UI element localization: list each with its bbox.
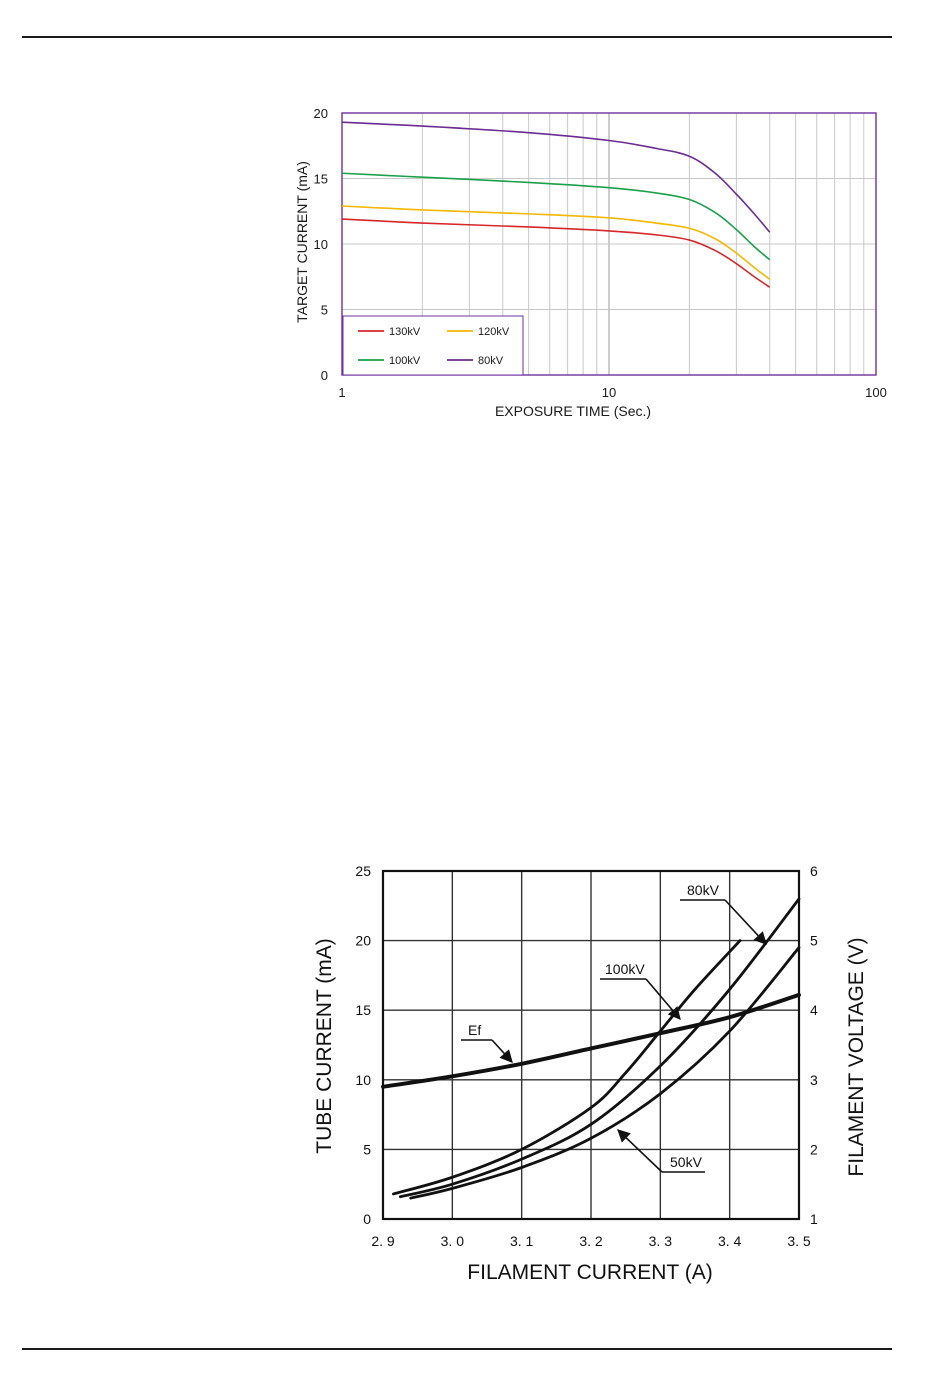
chart2-x-tick-label: 3. 2 [579,1233,603,1249]
chart1-y-tick-label: 10 [314,237,328,252]
chart2-annotation-label: 100kV [605,961,645,977]
chart1-y-axis-label: TARGET CURRENT (mA) [294,161,310,323]
chart1-grid [342,113,876,375]
chart2-y2-tick-label: 1 [810,1211,818,1227]
chart1-y-tick-label: 0 [321,368,328,383]
chart2-y-tick-label: 0 [363,1211,371,1227]
chart2-y2-tick-label: 5 [810,933,818,949]
chart2-annotation-arrow [645,978,681,1020]
chart2-x-tick-label: 3. 5 [787,1233,811,1249]
target-current-chart: 0 5 10 15 20 1 10 100 EXPOSURE TIME (Sec.) TARGET… [294,106,887,419]
chart2-annotation-arrow [617,1129,663,1173]
chart2-y-axis-label: TUBE CURRENT (mA) [313,938,336,1153]
chart2-x-tick-label: 3. 3 [649,1233,673,1249]
tube-current-chart: 0 5 10 15 20 25 1 2 3 4 5 6 2. 9 3. 0 3. 1 3. 2 3. 3 3. 4… [313,863,868,1284]
chart2-x-tick-label: 2. 9 [371,1233,395,1249]
chart1-series-group [341,121,771,288]
chart2-annotation-arrow [491,1039,513,1063]
chart1-x-tick-label: 100 [865,385,887,400]
chart2-series-group [381,897,801,1200]
chart1-x-tick-label: 10 [602,385,616,400]
chart2-frame [381,869,801,1221]
chart1-series-line [341,121,771,233]
chart2-y-tick-label: 20 [355,933,371,949]
chart2-series-line [409,946,801,1200]
chart1-series-line [341,205,771,281]
chart2-x-tick-label: 3. 4 [718,1233,742,1249]
chart1-y-tick-label: 5 [321,303,328,318]
chart1-legend: 130kV 120kV 100kV 80kV [342,315,524,376]
chart1-legend-label: 120kV [478,326,510,338]
chart2-x-tick-label: 3. 1 [510,1233,534,1249]
chart2-y-tick-label: 10 [355,1072,371,1088]
chart1-y-tick-label: 20 [314,106,328,121]
chart2-y-tick-label: 25 [355,863,371,879]
chart2-x-axis-label: FILAMENT CURRENT (A) [467,1261,712,1284]
chart1-series-line [341,218,771,288]
chart2-y-tick-label: 5 [363,1141,371,1157]
chart2-y2-axis-label: FILAMENT VOLTAGE (V) [845,937,868,1176]
chart1-legend-label: 130kV [389,326,421,338]
chart1-legend-label: 100kV [389,355,421,367]
chart2-annotation-arrow [724,899,767,945]
chart2-annotations: Ef 100kV 80kV 50kV [461,882,767,1173]
chart2-y2-tick-label: 6 [810,863,818,879]
chart2-annotation-label: Ef [468,1022,481,1038]
chart2-y2-tick-label: 4 [810,1002,818,1018]
chart1-series-line [341,172,771,261]
top-rule [22,36,892,38]
chart2-y2-tick-label: 3 [810,1072,818,1088]
chart2-y2-tick-label: 2 [810,1141,818,1157]
chart1-legend-label: 80kV [478,355,504,367]
chart1-legend-box [342,315,524,376]
chart2-y-tick-label: 15 [355,1002,371,1018]
chart1-frame [341,112,877,376]
chart2-x-tick-label: 3. 0 [441,1233,465,1249]
chart2-grid [383,871,799,1219]
chart2-series-line [381,992,801,1089]
chart2-series-line [398,897,801,1199]
chart1-y-tick-label: 15 [314,172,328,187]
chart1-x-tick-label: 1 [338,385,345,400]
chart2-annotation-label: 80kV [687,882,720,898]
bottom-rule [22,1348,892,1350]
chart1-x-axis-label: EXPOSURE TIME (Sec.) [495,403,651,419]
chart2-annotation-label: 50kV [670,1154,703,1170]
chart2-series-line [392,939,742,1196]
